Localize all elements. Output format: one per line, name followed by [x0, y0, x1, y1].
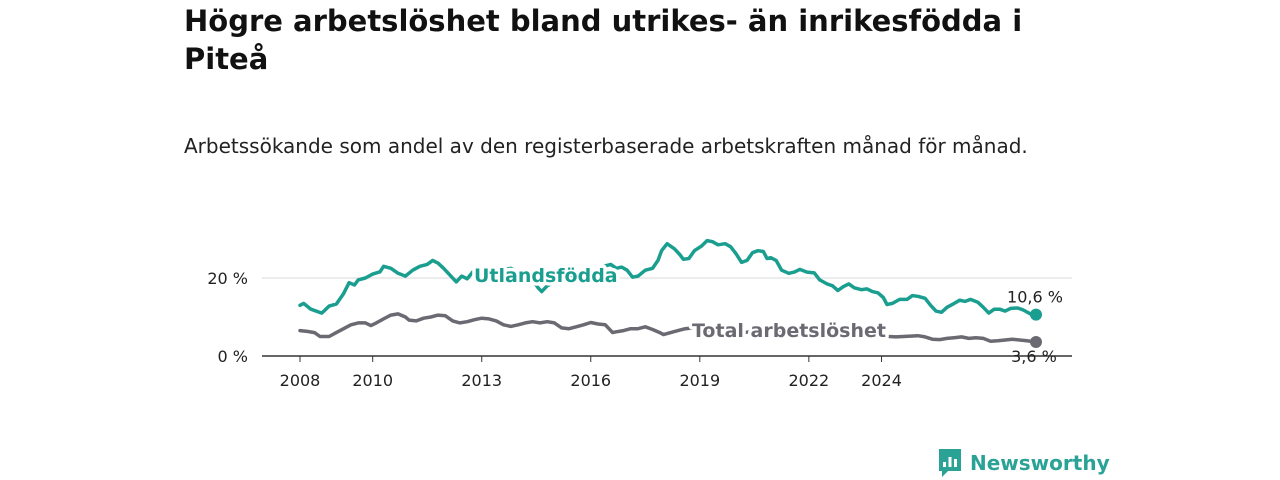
chart-subtitle: Arbetssökande som andel av den registerb…	[184, 134, 1028, 158]
x-tick-label: 2008	[280, 371, 321, 390]
x-tick-label: 2013	[461, 371, 502, 390]
end-value-label: 10,6 %	[1007, 288, 1063, 307]
x-axis: 2008 2010 2013 2016 2019 2022 2024	[262, 355, 1072, 390]
series-label: Total arbetslöshet	[692, 320, 886, 342]
series-line-1	[298, 312, 1038, 344]
series-lines	[298, 238, 1038, 344]
series-label: Utlandsfödda	[474, 265, 618, 287]
chart-title: Högre arbetslöshet bland utrikes- än inr…	[184, 4, 1023, 76]
x-tick-label: 2024	[861, 371, 902, 390]
line-chart: 0 % 20 % 2008 2010 2013 2016 2019 2022 2024 Utl…	[207, 238, 1072, 390]
series-line-0	[298, 238, 1038, 317]
series-label-halo: Utlandsfödda	[474, 265, 618, 287]
x-tick-label: 2010	[352, 371, 393, 390]
newsworthy-logo-icon	[939, 449, 961, 477]
newsworthy-brand[interactable]: Newsworthy	[938, 448, 1110, 478]
end-value-label: 3,6 %	[1011, 347, 1057, 366]
end-markers: 10,6 % 3,6 %	[1007, 288, 1063, 366]
y-axis: 0 % 20 %	[207, 269, 248, 366]
y-tick-label: 20 %	[207, 269, 248, 288]
end-marker	[1030, 335, 1042, 348]
x-tick-label: 2019	[679, 371, 720, 390]
end-marker	[1030, 308, 1042, 321]
y-tick-label: 0 %	[218, 347, 248, 366]
x-tick-label: 2016	[570, 371, 611, 390]
x-tick-label: 2022	[788, 371, 829, 390]
brand-name: Newsworthy	[970, 451, 1110, 475]
series-label-halo: Total arbetslöshet	[692, 320, 886, 342]
